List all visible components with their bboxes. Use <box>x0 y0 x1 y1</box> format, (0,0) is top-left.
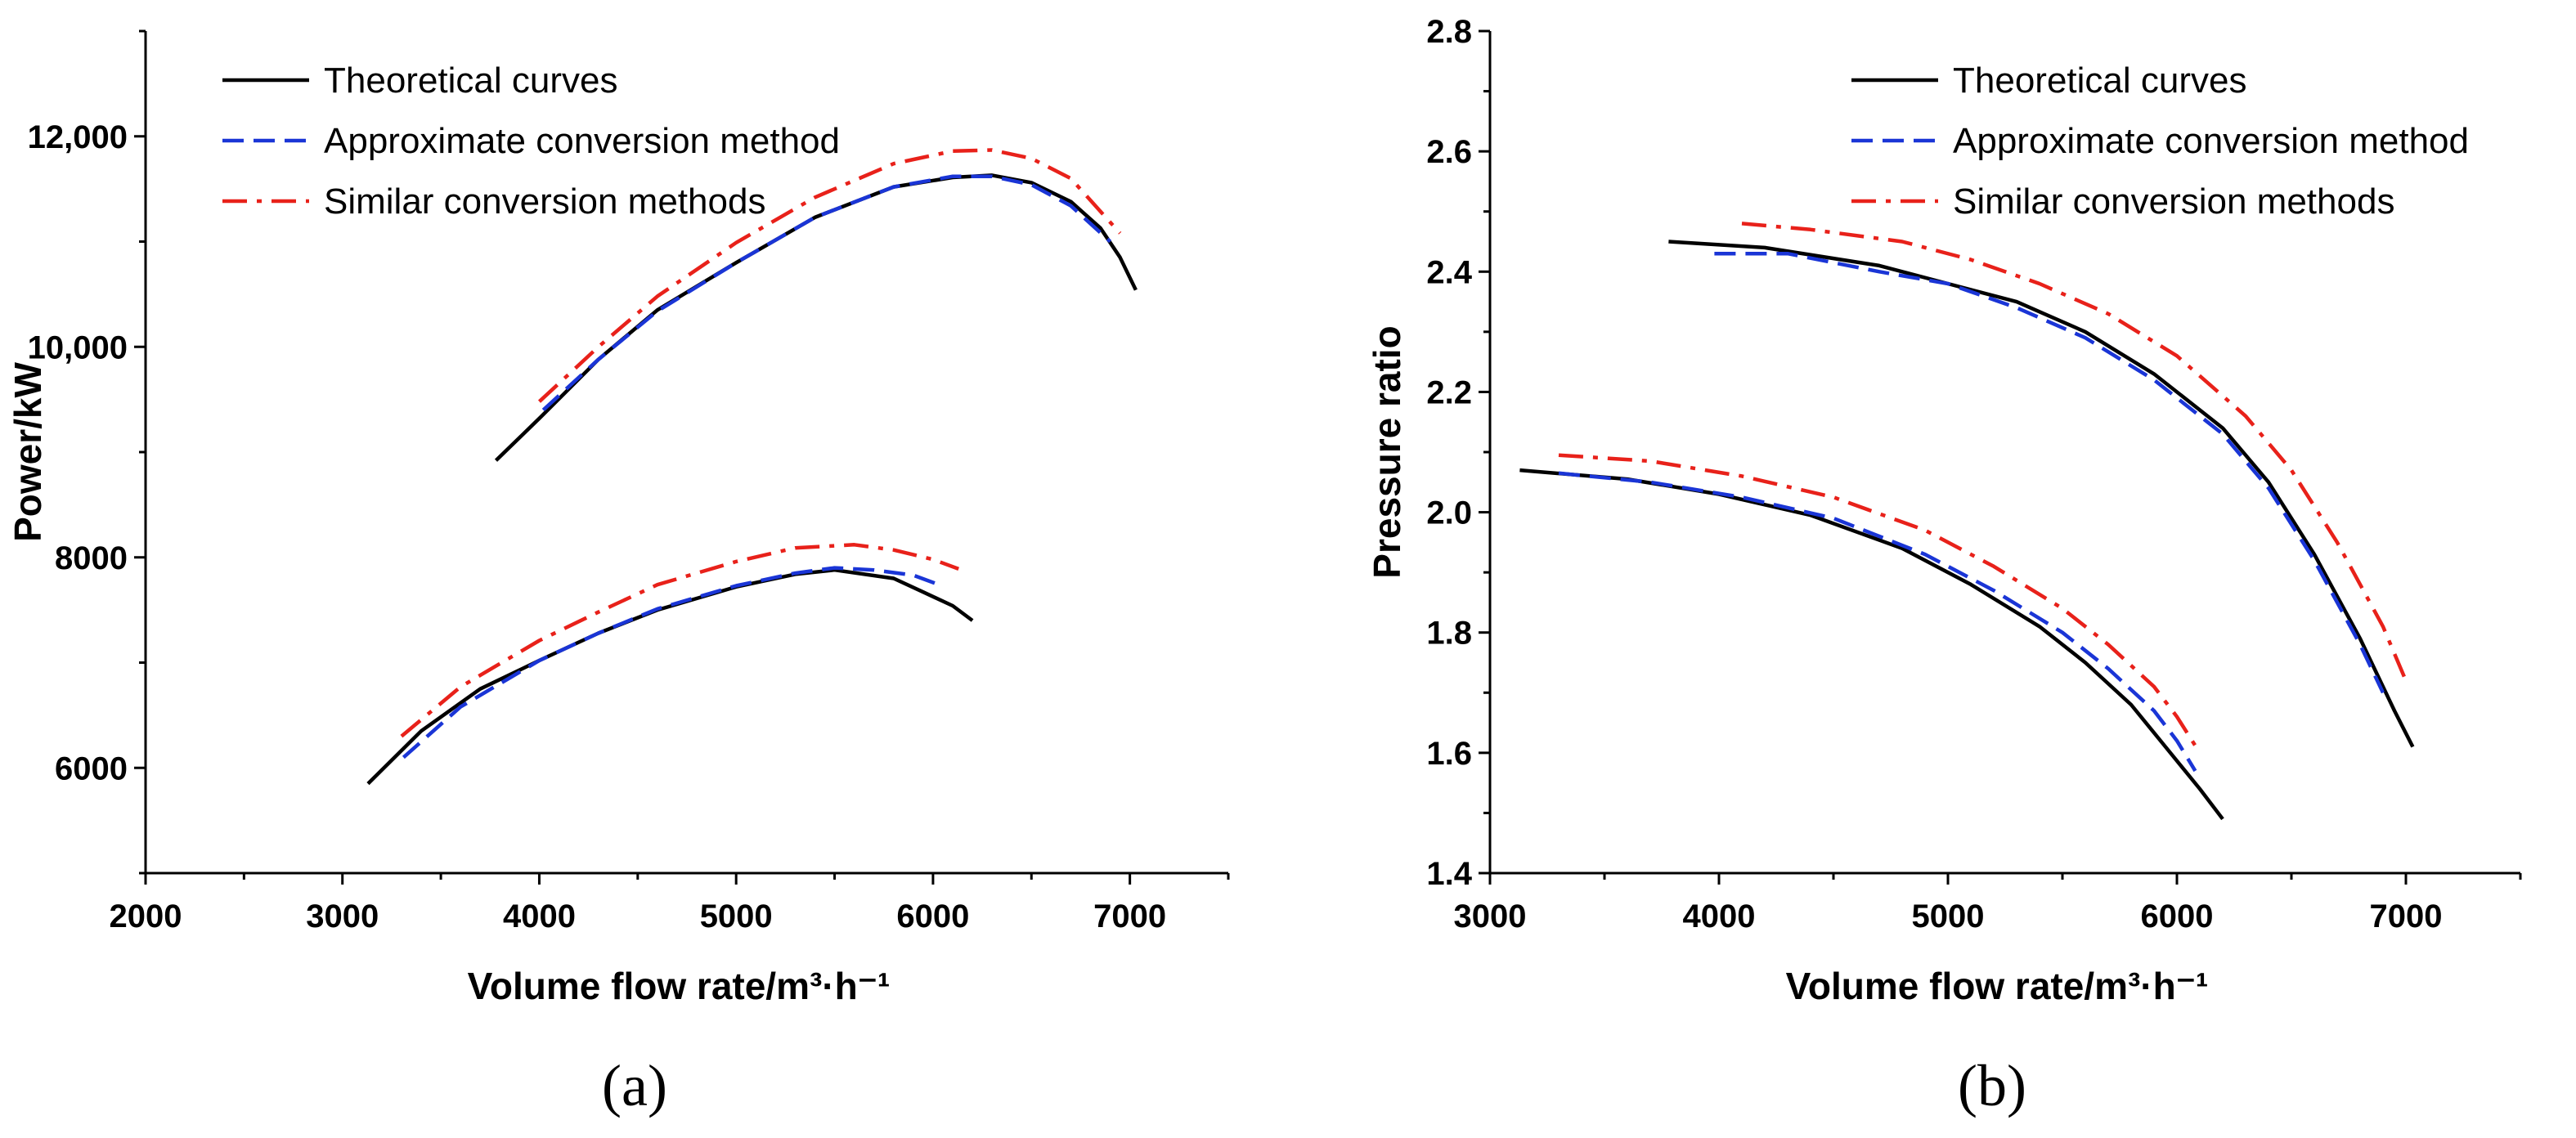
legend-label-1: Approximate conversion method <box>324 121 840 161</box>
y-tick-label: 1.8 <box>1426 616 1472 652</box>
series-line-3 <box>1519 468 2224 821</box>
x-tick-label: 5000 <box>1912 898 1985 934</box>
y-tick-label: 2.6 <box>1426 134 1472 170</box>
x-tick-label: 6000 <box>896 898 969 934</box>
y-tick-label: 2.2 <box>1426 374 1472 410</box>
x-tick-label: 4000 <box>1683 898 1756 934</box>
y-tick-label: 8000 <box>55 540 128 576</box>
x-tick-label: 2000 <box>110 898 182 934</box>
legend-label-0: Theoretical curves <box>1953 60 2246 101</box>
legend-label-2: Similar conversion methods <box>324 181 765 222</box>
y-tick-label: 12,000 <box>28 119 128 155</box>
chart-a: 2000 3000 4000 5000 6000 7000 6000 8000 10,000 12… <box>7 29 1230 1118</box>
legend-label-2: Similar conversion methods <box>1953 181 2394 222</box>
series-line-4 <box>1558 471 2197 773</box>
x-tick-label: 5000 <box>700 898 773 934</box>
series-line-1 <box>541 174 1112 412</box>
series-line-4 <box>402 566 940 759</box>
chart-b: 3000 4000 5000 6000 7000 1.4 1.6 1.8 2.0 2.2 2.4 2.… <box>1366 14 2522 1118</box>
y-tick-label: 6000 <box>55 750 128 786</box>
x-axis-title: Volume flow rate/m³·h⁻¹ <box>1786 965 2209 1007</box>
legend-label-1: Approximate conversion method <box>1953 121 2469 161</box>
x-tick-label: 3000 <box>306 898 379 934</box>
y-tick-label: 2.8 <box>1426 14 1472 50</box>
x-tick-label: 4000 <box>503 898 576 934</box>
y-axis-title: Pressure ratio <box>1366 325 1408 578</box>
y-tick-label: 10,000 <box>28 329 128 365</box>
series-line-2 <box>1741 222 2408 682</box>
x-tick-label: 3000 <box>1454 898 1527 934</box>
panel-label: (b) <box>1958 1053 2026 1118</box>
series-line-2 <box>537 148 1122 403</box>
series-line-5 <box>400 543 959 738</box>
y-tick-label: 1.6 <box>1426 736 1472 772</box>
y-tick-label: 1.4 <box>1426 856 1472 892</box>
x-tick-label: 6000 <box>2141 898 2214 934</box>
panel-label: (a) <box>602 1053 667 1118</box>
x-tick-label: 7000 <box>1093 898 1166 934</box>
y-tick-label: 2.0 <box>1426 495 1472 531</box>
series-line-3 <box>366 567 974 786</box>
x-axis-title: Volume flow rate/m³·h⁻¹ <box>468 965 891 1007</box>
legend-label-0: Theoretical curves <box>324 60 617 101</box>
x-tick-label: 7000 <box>2370 898 2443 934</box>
y-axis-title: Power/kW <box>7 362 49 542</box>
series-line-0 <box>1668 240 2415 748</box>
series-line-5 <box>1558 453 2201 755</box>
y-tick-label: 2.4 <box>1426 254 1472 290</box>
series-line-1 <box>1714 251 2385 694</box>
